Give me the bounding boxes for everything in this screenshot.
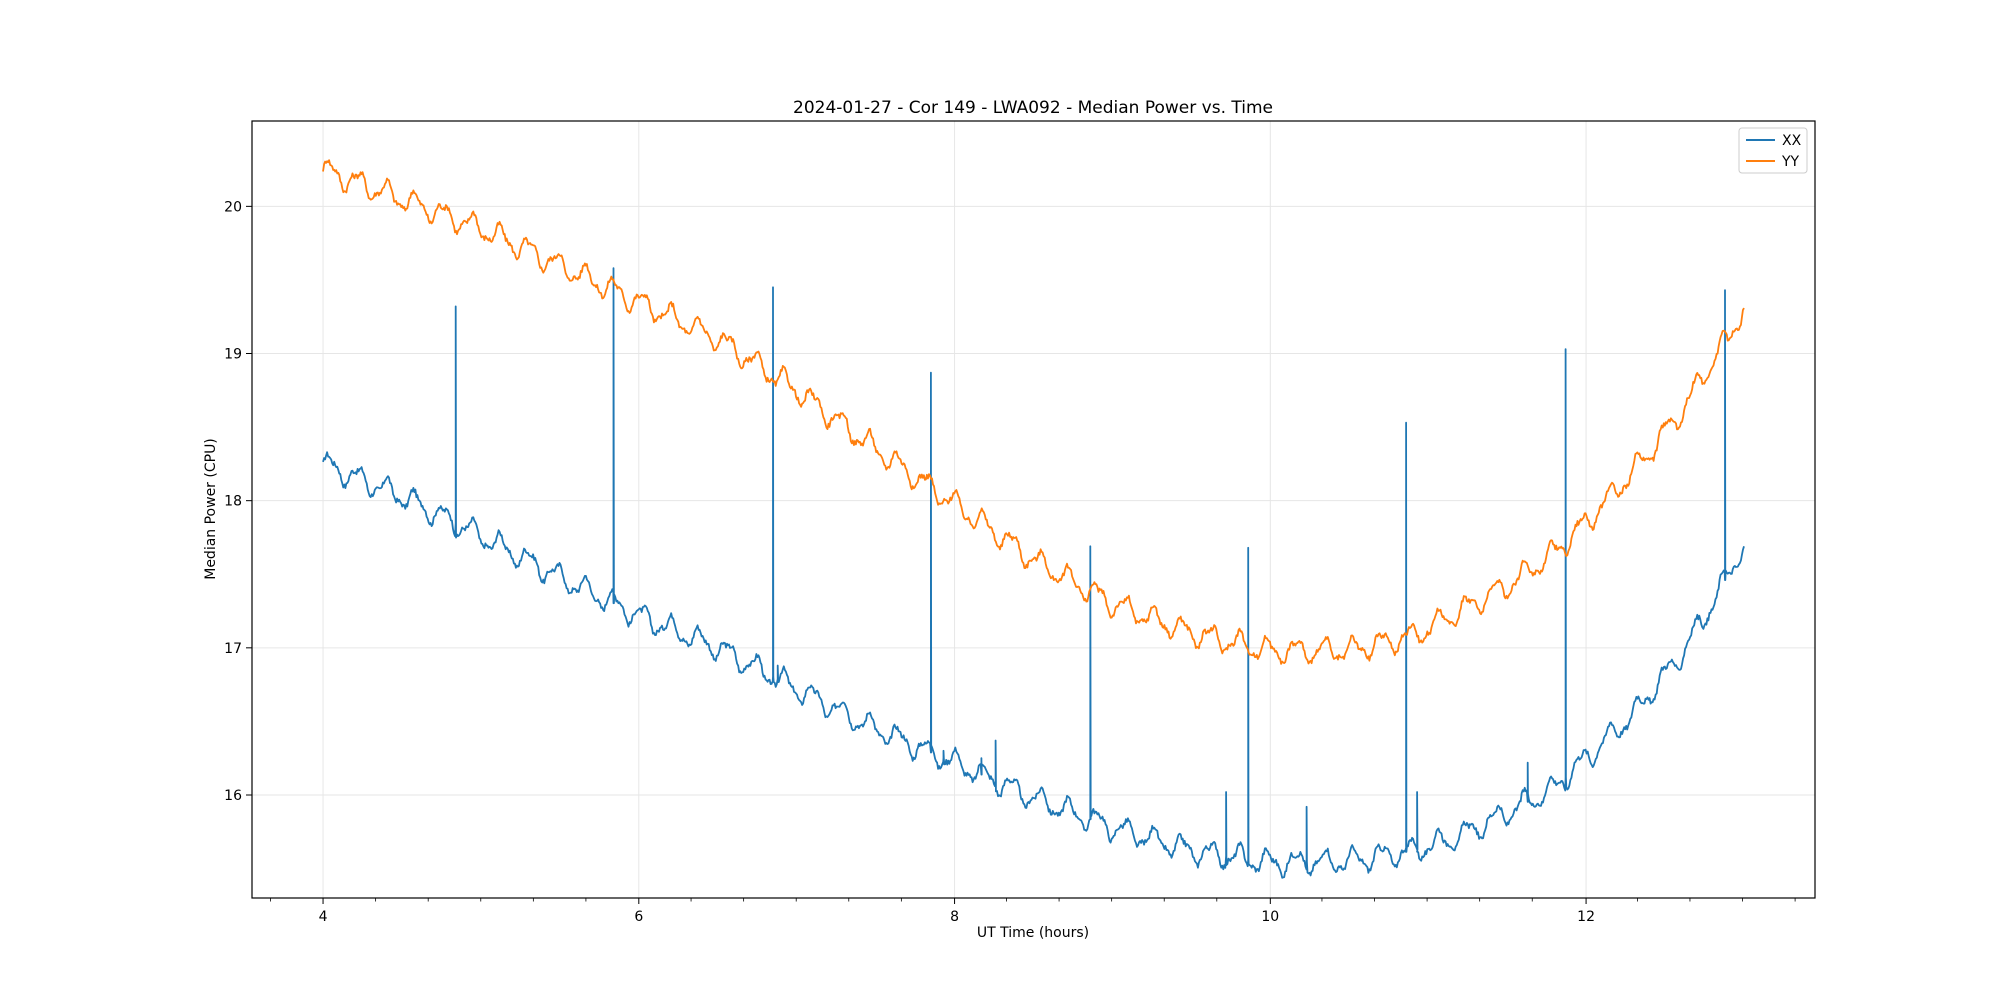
x-tick-label: 4 [319, 909, 328, 925]
y-tick-label: 17 [224, 641, 242, 657]
x-tick-label: 12 [1577, 909, 1595, 925]
x-tick-label: 6 [634, 909, 643, 925]
y-tick-label: 20 [224, 199, 242, 215]
series-line-xx [322, 267, 1745, 879]
series-layer [322, 159, 1745, 879]
y-tick-label: 16 [224, 788, 242, 804]
plot-frame [251, 120, 1816, 899]
y-axis-label: Median Power (CPU) [203, 438, 219, 580]
y-tick-label: 18 [224, 494, 242, 510]
y-axis: 16 17 18 19 20 [224, 199, 252, 804]
chart-title: 2024-01-27 - Cor 149 - LWA092 - Median P… [793, 98, 1273, 118]
legend-label-xx: XX [1782, 133, 1802, 149]
x-axis: 4 6 8 10 12 [270, 898, 1796, 925]
grid [252, 121, 1815, 898]
y-tick-label: 19 [224, 347, 242, 363]
series-line-yy [322, 159, 1745, 665]
x-axis-label: UT Time (hours) [977, 925, 1089, 941]
legend: XX YY [1738, 127, 1808, 174]
x-tick-label: 10 [1261, 909, 1279, 925]
legend-label-yy: YY [1781, 154, 1800, 170]
x-tick-label: 8 [950, 909, 959, 925]
